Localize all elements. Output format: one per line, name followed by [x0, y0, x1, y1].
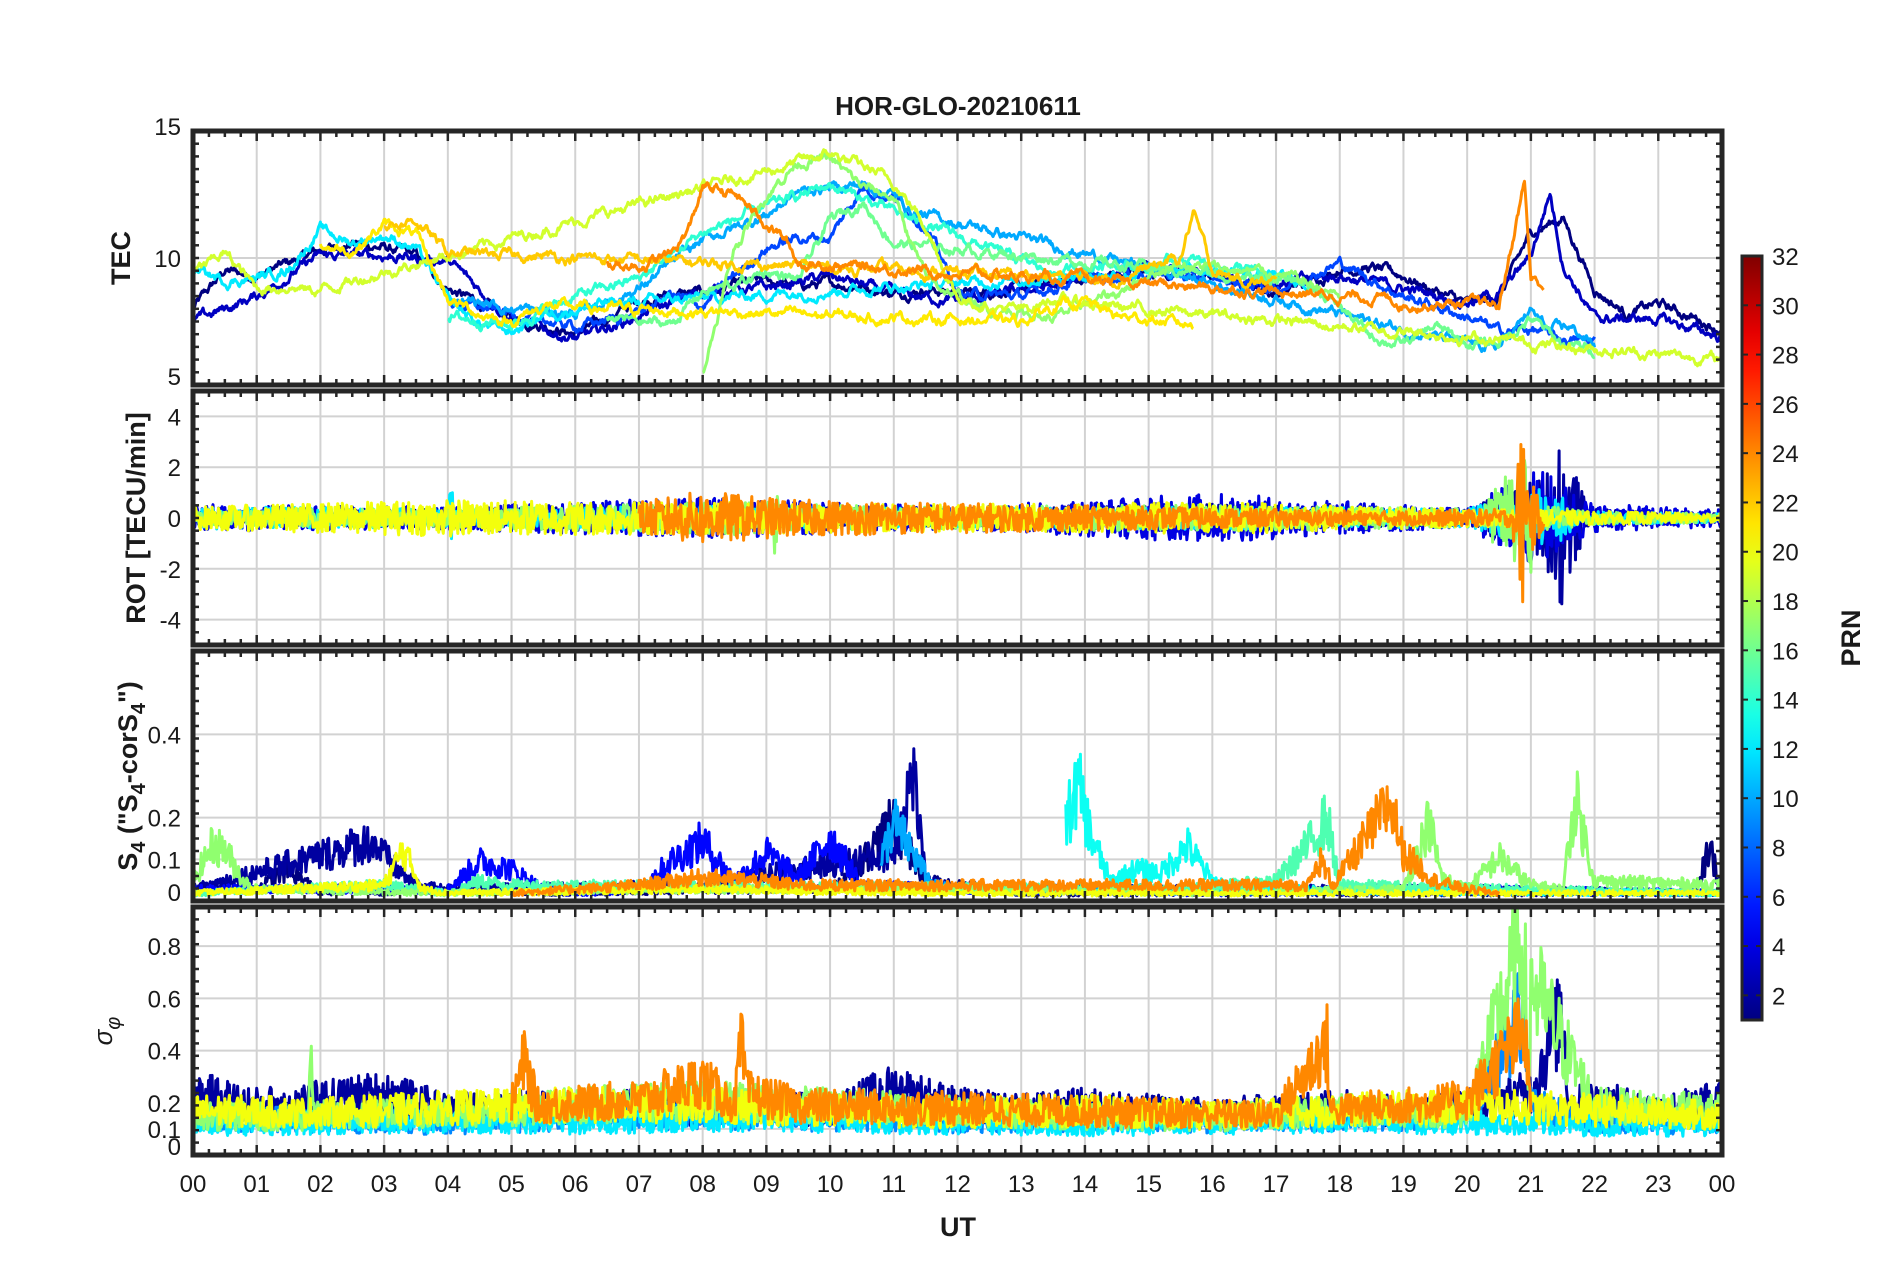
colorbar-tick-label: 4 [1772, 934, 1785, 961]
x-tick-label: 08 [689, 1171, 716, 1198]
y-tick-label: 0.2 [148, 806, 181, 833]
colorbar-tick-label: 6 [1772, 885, 1785, 912]
y-tick-label: 0.1 [148, 1117, 181, 1144]
y-tick-label: 5 [168, 364, 181, 391]
colorbar-tick-label: 20 [1772, 540, 1799, 567]
y-tick-label: -2 [160, 557, 181, 584]
y-tick-label: 0.4 [148, 1039, 181, 1066]
series-line-prn-24 [510, 997, 1533, 1130]
series-group [193, 443, 1722, 606]
x-tick-label: 07 [626, 1171, 653, 1198]
colorbar-tick-label: 32 [1772, 244, 1799, 271]
x-tick-label: 02 [307, 1171, 334, 1198]
x-tick-label: 13 [1008, 1171, 1035, 1198]
y-axis-label: ROT [TECU/min] [121, 412, 151, 623]
y-tick-label: 0 [168, 1134, 181, 1161]
colorbar-tick-label: 14 [1772, 688, 1799, 715]
y-tick-label: 15 [154, 114, 181, 141]
x-tick-label: 15 [1135, 1171, 1162, 1198]
colorbar-tick-label: 26 [1772, 392, 1799, 419]
series-line-prn-24 [605, 179, 1545, 314]
ticks [191, 649, 1724, 903]
x-tick-label: 19 [1390, 1171, 1417, 1198]
colorbar-tick-label: 16 [1772, 638, 1799, 665]
x-tick-label: 00 [180, 1171, 207, 1198]
y-tick-label: 4 [168, 404, 181, 431]
series-line-prn-21 [318, 217, 1195, 330]
ticks [191, 129, 1724, 387]
colorbar-label: PRN [1836, 609, 1866, 666]
x-axis-label: UT [940, 1212, 976, 1242]
colorbar-tick-label: 8 [1772, 835, 1785, 862]
x-tick-label: 18 [1326, 1171, 1353, 1198]
ticks [191, 389, 1724, 647]
series-line-prn-16 [605, 201, 1596, 360]
panel-s4: 0 0.1 0.2 0.4S4 ("S4-corS4") [113, 648, 1725, 907]
colorbar-tick-label: 2 [1772, 983, 1785, 1010]
x-tick-label: 10 [817, 1171, 844, 1198]
panel-tec: 5 10 15 TEC [106, 114, 1725, 391]
colorbar-gradient [1742, 256, 1762, 1020]
x-tick-label: 12 [944, 1171, 971, 1198]
x-tick-label: 06 [562, 1171, 589, 1198]
x-tick-label: 11 [881, 1171, 906, 1198]
x-tick-label: 21 [1518, 1171, 1545, 1198]
colorbar-tick-label: 28 [1772, 343, 1799, 370]
y-axis-label: σφ [88, 1017, 125, 1046]
y-axis-label: S4 ("S4-corS4") [113, 681, 150, 871]
y-tick-label: 0.1 [148, 847, 181, 874]
panel-sigma-phi: 00.10.2 0.4 0.6 0.8 σφ [88, 904, 1725, 1161]
x-tick-label: 14 [1072, 1171, 1099, 1198]
panel-rot: -4 -2 0 2 4 ROT [TECU/min] [121, 388, 1725, 648]
colorbar-tick-label: 30 [1772, 293, 1799, 320]
colorbar-tick-label: 24 [1772, 441, 1799, 468]
x-tick-label: 05 [498, 1171, 525, 1198]
series-line-prn-24 [637, 443, 1546, 604]
x-tick-label: 09 [753, 1171, 780, 1198]
x-tick-label: 20 [1454, 1171, 1481, 1198]
colorbar-tick-label: 12 [1772, 737, 1799, 764]
y-tick-label: 0 [168, 506, 181, 533]
ticks [191, 905, 1724, 1157]
x-tick-label: 22 [1581, 1171, 1608, 1198]
x-axis: 00 01 02 03 04 05 06 07 08 09 10 11 12 13 14 15 16 17 18 19… [180, 1171, 1736, 1198]
colorbar-frame [1740, 254, 1764, 1022]
x-tick-label: 23 [1645, 1171, 1672, 1198]
x-tick-label: 04 [434, 1171, 461, 1198]
y-tick-label: 10 [154, 246, 181, 273]
x-tick-label: 01 [243, 1171, 270, 1198]
y-tick-label: -4 [160, 608, 181, 635]
figure-title: HOR-GLO-20210611 [835, 91, 1081, 121]
series-group [193, 148, 1722, 374]
series-group [193, 907, 1722, 1138]
x-tick-label: 00 [1709, 1171, 1736, 1198]
y-tick-label: 0.6 [148, 986, 181, 1013]
y-tick-label: 0.4 [148, 722, 181, 749]
y-tick-label: 2 [168, 455, 181, 482]
y-tick-label: 0.8 [148, 934, 181, 961]
colorbar-tick-label: 18 [1772, 589, 1799, 616]
y-tick-label: 0.2 [148, 1091, 181, 1118]
y-axis-label: TEC [106, 231, 136, 285]
x-tick-label: 17 [1263, 1171, 1290, 1198]
colorbar-tick-label: 22 [1772, 490, 1799, 517]
x-tick-label: 03 [371, 1171, 398, 1198]
x-tick-label: 16 [1199, 1171, 1226, 1198]
colorbar-tick-label: 10 [1772, 786, 1799, 813]
y-tick-label: 0 [168, 880, 181, 907]
series-line-prn-24 [510, 785, 1501, 898]
